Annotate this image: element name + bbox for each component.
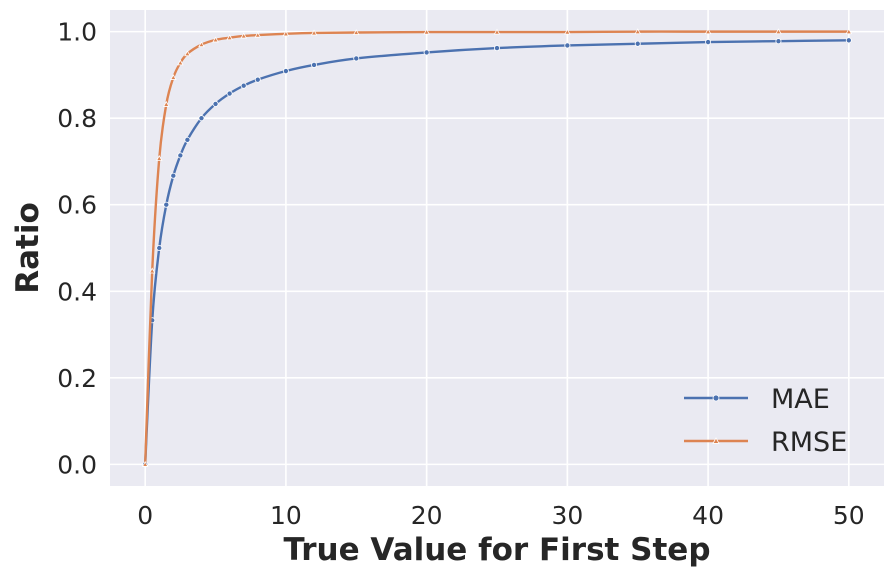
circle-marker — [170, 172, 177, 179]
legend-label: MAE — [771, 384, 830, 415]
circle-marker — [311, 61, 318, 68]
circle-marker — [282, 68, 289, 75]
triangle-marker — [198, 41, 205, 48]
x-axis-ticks: 0 10 20 30 40 50 — [137, 501, 864, 530]
circle-marker — [712, 394, 720, 402]
triangle-marker — [240, 32, 247, 39]
legend-label: RMSE — [771, 427, 847, 458]
x-tick-label: 40 — [692, 501, 724, 530]
triangle-marker — [184, 50, 191, 57]
x-tick-label: 30 — [551, 501, 583, 530]
triangle-marker — [170, 74, 177, 80]
triangle-marker — [310, 29, 318, 36]
triangle-marker — [226, 34, 233, 41]
triangle-marker — [141, 460, 149, 467]
triangle-marker — [163, 100, 170, 107]
circle-marker — [212, 100, 219, 107]
plot-background — [110, 10, 884, 486]
x-tick-label: 20 — [411, 501, 443, 530]
triangle-marker — [845, 28, 853, 35]
circle-marker — [163, 201, 170, 208]
circle-marker — [705, 39, 712, 46]
triangle-marker — [177, 59, 184, 66]
series-layer — [141, 28, 853, 468]
y-tick-label: 0.0 — [57, 450, 97, 479]
circle-marker — [634, 40, 641, 47]
y-tick-label: 0.6 — [57, 191, 97, 220]
triangle-marker — [282, 30, 290, 37]
y-tick-label: 0.4 — [57, 277, 97, 306]
triangle-marker — [352, 29, 360, 35]
circle-marker — [564, 42, 571, 49]
circle-marker — [156, 244, 163, 251]
series-rmse — [141, 28, 853, 467]
y-axis-ticks: 0.0 0.2 0.4 0.6 0.8 1.0 — [57, 18, 97, 480]
triangle-marker — [212, 36, 219, 43]
circle-marker — [775, 38, 782, 45]
triangle-marker — [634, 28, 642, 35]
triangle-marker — [704, 28, 712, 35]
triangle-marker — [712, 437, 720, 444]
y-tick-label: 0.2 — [57, 364, 97, 393]
y-tick-label: 1.0 — [57, 18, 97, 47]
x-axis-title: True Value for First Step — [283, 532, 710, 568]
circle-marker — [184, 136, 191, 143]
x-tick-label: 10 — [270, 501, 302, 530]
circle-marker — [226, 90, 233, 97]
triangle-marker — [423, 28, 430, 35]
y-tick-label: 0.8 — [57, 104, 97, 133]
series-mae — [142, 37, 852, 468]
y-axis-title: Ratio — [10, 202, 46, 294]
circle-marker — [177, 152, 184, 159]
triangle-marker — [775, 28, 782, 35]
circle-marker — [240, 82, 247, 89]
x-tick-label: 0 — [137, 501, 153, 530]
triangle-marker — [493, 28, 501, 35]
circle-marker — [254, 76, 261, 83]
legend: MAE RMSE — [684, 384, 847, 458]
circle-marker — [198, 115, 205, 122]
x-tick-label: 50 — [833, 501, 865, 530]
triangle-marker — [564, 28, 571, 35]
triangle-marker — [254, 31, 262, 38]
circle-marker — [423, 49, 430, 56]
triangle-marker — [148, 267, 156, 274]
circle-marker — [845, 37, 852, 44]
circle-marker — [353, 55, 360, 62]
grid-lines — [110, 10, 884, 486]
triangle-marker — [155, 155, 163, 161]
circle-marker — [493, 45, 500, 52]
